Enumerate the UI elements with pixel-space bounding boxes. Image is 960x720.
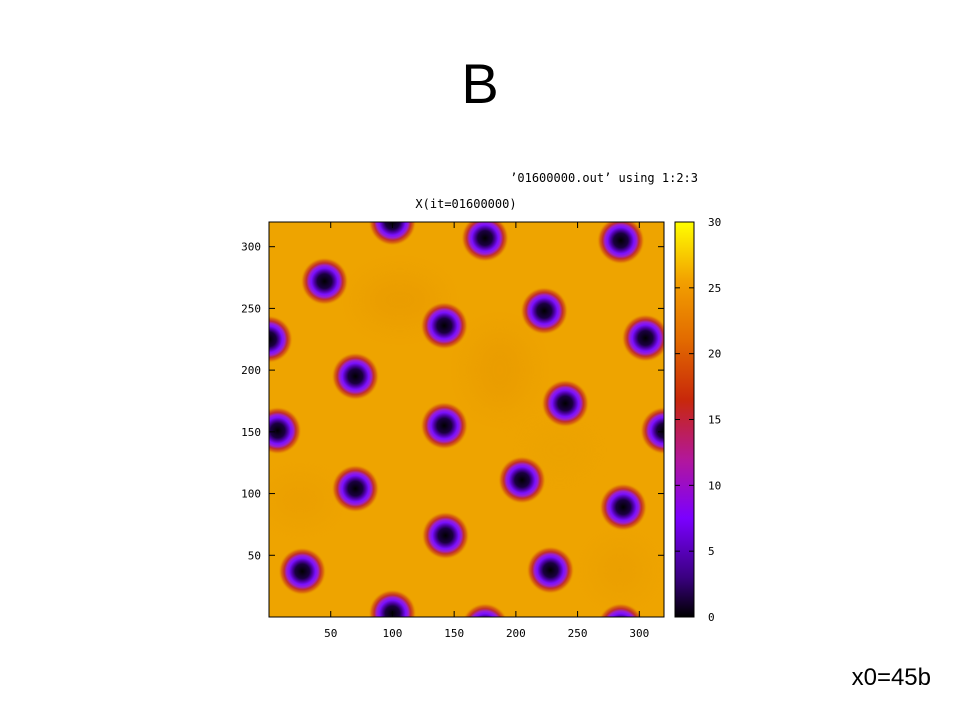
y-axis: 50 100 150 200 250 300 xyxy=(241,241,664,562)
heatmap-spot xyxy=(331,352,380,401)
heatmap-spot xyxy=(463,602,507,617)
background-texture xyxy=(270,275,645,595)
x-tick-label: 250 xyxy=(568,627,588,640)
colorbar-tick-label: 30 xyxy=(708,216,721,229)
heatmap-spot xyxy=(498,455,547,504)
heatmap-spot xyxy=(368,589,417,617)
y-tick-label: 200 xyxy=(241,364,261,377)
heatmap-spot xyxy=(269,315,293,364)
colorbar-tick-label: 10 xyxy=(708,479,721,492)
colorbar-tick-label: 15 xyxy=(708,414,721,427)
heatmap-spot xyxy=(621,314,664,363)
heatmap-spot xyxy=(596,222,645,265)
y-tick-label: 150 xyxy=(241,426,261,439)
y-tick-label: 100 xyxy=(241,488,261,501)
heatmap-spot xyxy=(300,257,349,306)
heatmap-spot xyxy=(269,406,302,455)
heatmap-spot xyxy=(420,301,469,350)
heatmap-spot xyxy=(598,602,643,617)
heatmap-spot xyxy=(331,464,380,513)
x-tick-label: 300 xyxy=(629,627,649,640)
y-tick-label: 250 xyxy=(241,302,261,315)
colorbar-axis: 0 5 10 15 20 25 30 xyxy=(675,216,721,624)
heatmap-spot xyxy=(599,483,648,532)
y-tick-label: 300 xyxy=(241,241,261,254)
spots-layer xyxy=(269,222,664,617)
colorbar-tick-label: 0 xyxy=(708,611,715,624)
heatmap-spot xyxy=(640,406,664,455)
heatmap-spot xyxy=(278,547,327,596)
colorbar-tick-label: 25 xyxy=(708,282,721,295)
footer-note: x0=45b xyxy=(851,664,931,691)
heatmap-spot xyxy=(461,222,510,263)
x-axis: 50 100 150 200 250 300 xyxy=(324,222,649,640)
heatmap-spot xyxy=(520,286,569,335)
y-tick-label: 50 xyxy=(248,549,261,562)
heatmap-spot xyxy=(526,546,575,595)
heatmap-spot xyxy=(421,511,470,560)
x-tick-label: 50 xyxy=(324,627,337,640)
heatmap-spot xyxy=(368,222,417,246)
colorbar-tick-label: 20 xyxy=(708,348,721,361)
slide-title: B xyxy=(461,52,499,115)
x-tick-label: 150 xyxy=(444,627,464,640)
colorbar-tick-label: 5 xyxy=(708,545,715,558)
x-tick-label: 100 xyxy=(383,627,403,640)
chart-title: X(it=01600000) xyxy=(415,197,516,211)
heatmap-spot xyxy=(420,401,469,450)
x-tick-label: 200 xyxy=(506,627,526,640)
plot-frame xyxy=(268,221,665,618)
legend-entry: ’01600000.out’ using 1:2:3 xyxy=(510,171,698,185)
heatmap-spot xyxy=(541,379,590,428)
